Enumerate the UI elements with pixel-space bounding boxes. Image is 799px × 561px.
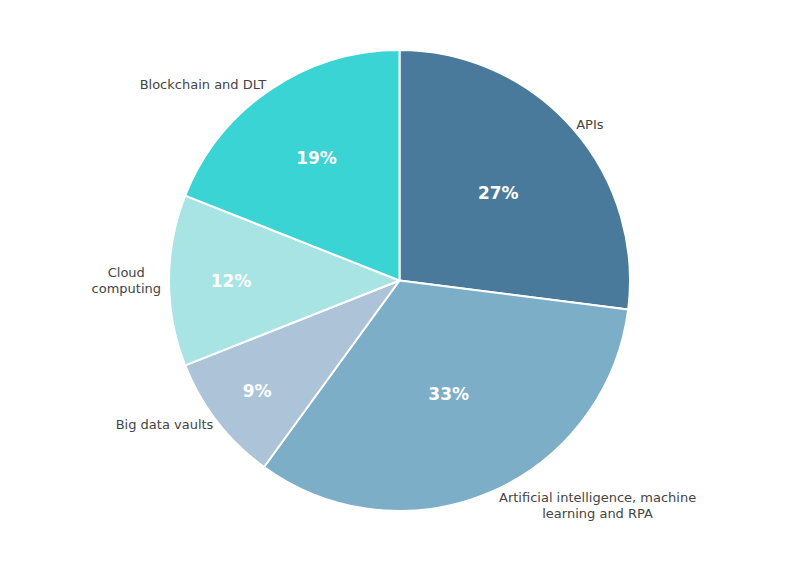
- svg-text:9%: 9%: [243, 381, 272, 401]
- svg-text:12%: 12%: [211, 271, 252, 291]
- svg-text:Cloudcomputing: Cloudcomputing: [92, 265, 161, 297]
- svg-text:19%: 19%: [296, 148, 337, 168]
- svg-text:Blockchain and DLT: Blockchain and DLT: [140, 77, 267, 92]
- svg-text:27%: 27%: [478, 183, 519, 203]
- svg-text:Artificial intelligence, machi: Artificial intelligence, machinelearning…: [499, 490, 696, 522]
- svg-text:Big data vaults: Big data vaults: [116, 417, 214, 432]
- svg-text:33%: 33%: [428, 384, 469, 404]
- svg-text:APIs: APIs: [576, 117, 604, 132]
